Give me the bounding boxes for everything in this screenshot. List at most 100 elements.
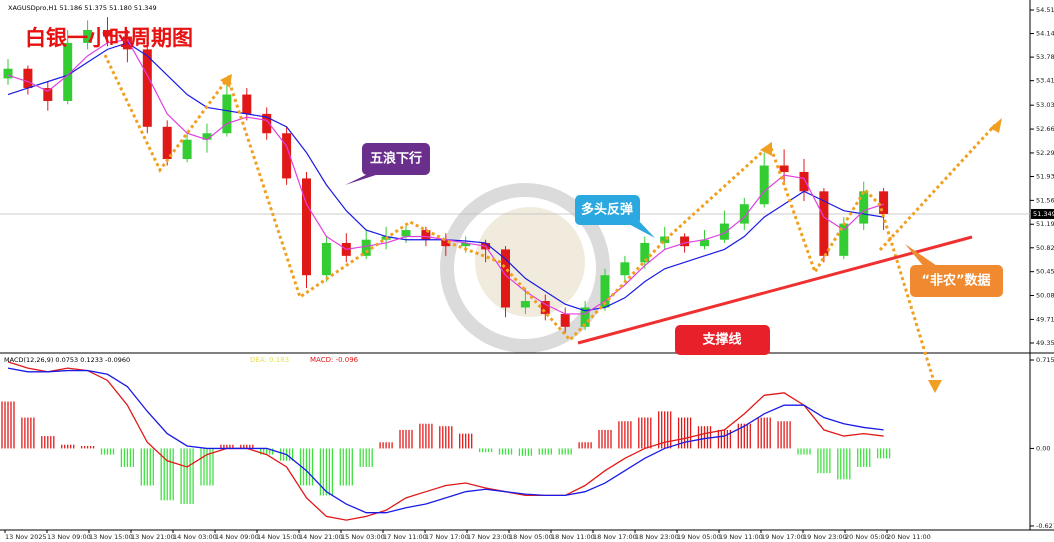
candle-body: [222, 94, 232, 134]
x-tick-label: 13 Nov 21:00: [131, 533, 175, 541]
plot: 54.510 54.145 53.78 53.415 53.035 52.665 52.29…: [0, 6, 1054, 541]
arrow-head: [990, 118, 1002, 133]
candle-body: [103, 30, 112, 37]
y-tick-label: 51.190: [1036, 220, 1054, 228]
arrow-head: [928, 380, 942, 393]
candle-body: [23, 68, 33, 89]
y-tick-label: 49.350: [1036, 339, 1054, 347]
chart-title: 白银一小时周期图: [25, 26, 193, 50]
candle-body: [421, 230, 431, 240]
y-tick-label: 53.035: [1036, 101, 1054, 109]
header: XAGUSDpro,H1 51.186 51.375 51.180 51.349: [8, 4, 157, 12]
candle-body: [620, 262, 630, 276]
candle-body: [242, 94, 252, 114]
x-tick-label: 18 Nov 05:00: [509, 533, 553, 541]
candle-body: [560, 313, 570, 327]
y-tick-label: 53.415: [1036, 77, 1054, 85]
candle-body: [202, 133, 212, 140]
x-tick-label: 13 Nov 09:00: [47, 533, 91, 541]
annotation: “非农”数据: [921, 273, 990, 289]
candle-body: [361, 239, 371, 256]
callout-tail: [905, 244, 940, 268]
x-tick-label: 19 Nov 17:00: [761, 533, 805, 541]
x-tick-label: 17 Nov 11:00: [383, 533, 427, 541]
candle-body: [142, 49, 152, 127]
candle-body: [719, 223, 729, 240]
candle-body: [580, 307, 590, 327]
y-tick-label: 50.455: [1036, 268, 1054, 276]
candle-body: [182, 139, 192, 160]
x-tick-label: 18 Nov 17:00: [593, 533, 637, 541]
candle-body: [302, 178, 311, 276]
x-tick-label: 18 Nov 11:00: [551, 533, 595, 541]
x-tick-label: 20 Nov 05:00: [845, 533, 889, 541]
candle-body: [43, 88, 53, 101]
candle-body: [520, 301, 530, 308]
macd-line: [7, 361, 884, 521]
candle-body: [859, 191, 869, 224]
dea-label: DEA: 0.183: [250, 356, 289, 364]
x-tick-label: 17 Nov 23:00: [467, 533, 511, 541]
callout-tail: [345, 172, 385, 185]
x-tick-label: 14 Nov 15:00: [257, 533, 301, 541]
candle-body: [680, 236, 690, 247]
y-tick-label: -0.6272: [1036, 522, 1054, 530]
x-tick-label: 19 Nov 05:00: [677, 533, 721, 541]
callout-box: [675, 325, 770, 355]
support-line: [577, 235, 973, 345]
candle-body: [759, 165, 769, 205]
moving-average: [7, 39, 884, 315]
candle-body: [879, 191, 889, 214]
x-tick-label: 13 Nov 15:00: [89, 533, 133, 541]
y-tick-label: 54.510: [1036, 6, 1054, 14]
candle-body: [839, 223, 849, 256]
x-tick-label: 19 Nov 11:00: [719, 533, 763, 541]
candle-body: [700, 239, 709, 247]
x-tick-label: 20 Nov 11:00: [887, 533, 931, 541]
callout-box: [362, 143, 430, 175]
candle-body: [441, 239, 451, 247]
x-tick-label: 18 Nov 23:00: [635, 533, 679, 541]
x-tick-label: 17 Nov 17:00: [425, 533, 469, 541]
candle-body: [779, 165, 789, 172]
x-tick-label: 15 Nov 03:00: [341, 533, 385, 541]
candle-body: [83, 30, 93, 43]
candle-body: [3, 68, 13, 79]
candle-body: [739, 204, 749, 224]
candle-body: [63, 42, 73, 101]
candle-body: [640, 242, 650, 263]
candle-body: [401, 230, 411, 237]
x-tick-label: 14 Nov 03:00: [173, 533, 217, 541]
x-tick-label: 14 Nov 09:00: [215, 533, 259, 541]
macd-line: [7, 367, 884, 514]
y-tick-label: 54.145: [1036, 30, 1054, 38]
y-tick-label: 49.715: [1036, 315, 1054, 323]
candle-body: [262, 113, 272, 134]
candle-body: [321, 242, 331, 276]
macd-label: MACD(12,26,9) 0.0753 0.1233 -0.0960: [4, 356, 130, 364]
candle-body: [660, 236, 670, 243]
y-tick-label: 52.665: [1036, 125, 1054, 133]
callout-box: [575, 195, 640, 225]
x-tick-label: 13 Nov 2025: [5, 533, 47, 541]
candle-body: [501, 249, 510, 308]
x-tick-label: 19 Nov 23:00: [803, 533, 847, 541]
candle-body: [282, 133, 292, 179]
x-tick-label: 14 Nov 21:00: [299, 533, 343, 541]
candle-body: [461, 242, 471, 247]
arrow-head: [220, 74, 232, 88]
y-tick-label: 53.78: [1036, 53, 1054, 61]
y-tick-label: 50.825: [1036, 244, 1054, 252]
candle-body: [540, 301, 550, 314]
candle-body: [799, 171, 809, 192]
last-price-box: [1031, 208, 1054, 219]
last-price-label: 51.349: [1033, 210, 1054, 218]
candle-body: [819, 191, 829, 256]
annotation: 支撑线: [701, 332, 741, 348]
wave-arrows: [103, 54, 997, 386]
candle-body: [162, 126, 172, 160]
annotation: 五浪下行: [370, 151, 422, 167]
